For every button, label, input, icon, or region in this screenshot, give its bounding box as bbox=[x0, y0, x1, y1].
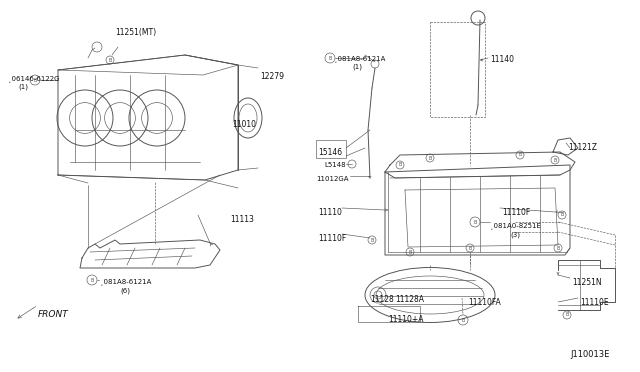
Text: FRONT: FRONT bbox=[38, 310, 68, 319]
Text: 11121Z: 11121Z bbox=[568, 143, 597, 152]
Text: 11113: 11113 bbox=[230, 215, 254, 224]
Text: 11010: 11010 bbox=[232, 120, 256, 129]
Text: 12279: 12279 bbox=[260, 72, 284, 81]
Text: (1): (1) bbox=[18, 84, 28, 90]
Text: 11110E: 11110E bbox=[580, 298, 609, 307]
Text: B: B bbox=[428, 155, 432, 160]
Text: ¸081A0-8251E: ¸081A0-8251E bbox=[490, 222, 541, 229]
Text: 11128: 11128 bbox=[370, 295, 394, 304]
Text: ¸081A8-6121A: ¸081A8-6121A bbox=[100, 278, 152, 285]
Text: B: B bbox=[398, 163, 402, 167]
Text: (6): (6) bbox=[120, 287, 130, 294]
Text: (1): (1) bbox=[352, 64, 362, 71]
Text: B: B bbox=[408, 250, 412, 254]
Text: (3): (3) bbox=[510, 231, 520, 237]
Text: B: B bbox=[474, 219, 477, 224]
Text: B: B bbox=[554, 157, 557, 163]
Text: B: B bbox=[468, 246, 472, 250]
Text: 11110: 11110 bbox=[318, 208, 342, 217]
Text: ¸06146-6122G: ¸06146-6122G bbox=[8, 75, 60, 82]
Text: 11110F: 11110F bbox=[502, 208, 531, 217]
Text: 15146: 15146 bbox=[318, 148, 342, 157]
Text: B: B bbox=[560, 212, 564, 218]
Text: B: B bbox=[33, 77, 36, 83]
Text: B: B bbox=[518, 153, 522, 157]
Text: 11110FA: 11110FA bbox=[468, 298, 500, 307]
Text: B: B bbox=[565, 312, 569, 317]
Text: L5148: L5148 bbox=[324, 162, 346, 168]
Text: 11251N: 11251N bbox=[572, 278, 602, 287]
Text: 11251(MT): 11251(MT) bbox=[115, 28, 156, 37]
Text: B: B bbox=[90, 278, 93, 282]
Text: 11128A: 11128A bbox=[395, 295, 424, 304]
Text: B: B bbox=[371, 237, 374, 243]
Text: B: B bbox=[328, 55, 332, 61]
Text: B: B bbox=[556, 246, 560, 250]
Text: B: B bbox=[461, 317, 465, 323]
Text: 11140: 11140 bbox=[490, 55, 514, 64]
Text: 11110+A: 11110+A bbox=[388, 315, 424, 324]
Text: J110013E: J110013E bbox=[570, 350, 609, 359]
Text: B: B bbox=[108, 58, 112, 62]
Text: ¸081A8-6121A: ¸081A8-6121A bbox=[334, 55, 385, 62]
Text: 11012GA: 11012GA bbox=[316, 176, 349, 182]
Text: 11110F: 11110F bbox=[318, 234, 346, 243]
